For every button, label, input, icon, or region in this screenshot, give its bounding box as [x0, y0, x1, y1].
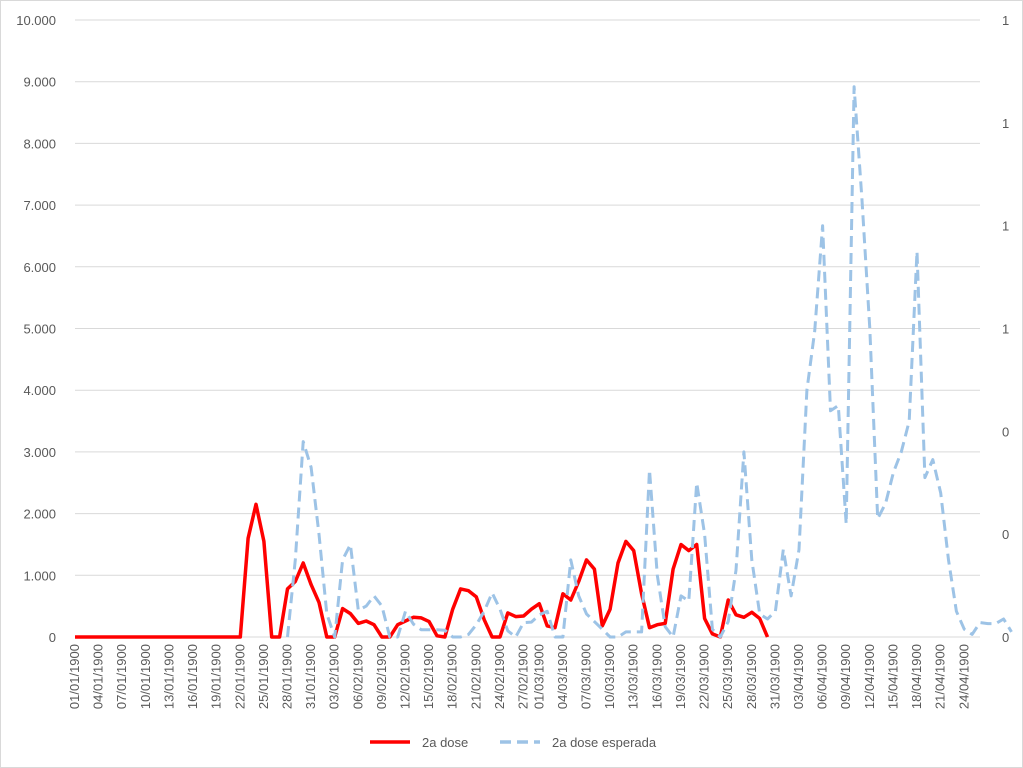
x-tick-label: 21/02/1900 [468, 644, 483, 709]
x-tick-label: 18/02/1900 [445, 644, 460, 709]
x-tick-label: 03/02/1900 [327, 644, 342, 709]
y-left-tick-label: 7.000 [23, 198, 56, 213]
y-left-tick-label: 9.000 [23, 75, 56, 90]
x-tick-label: 25/01/1900 [256, 644, 271, 709]
x-axis: 01/01/1900 04/01/1900 07/01/1900 10/01/1900… [67, 644, 971, 709]
y-right-tick-label: 1 [1002, 322, 1009, 337]
x-tick-label: 04/03/1900 [555, 644, 570, 709]
x-tick-label: 12/02/1900 [398, 644, 413, 709]
x-tick-label: 01/01/1900 [67, 644, 82, 709]
x-tick-label: 21/04/1900 [933, 644, 948, 709]
x-tick-label: 15/04/1900 [885, 644, 900, 709]
x-tick-label: 16/01/1900 [185, 644, 200, 709]
x-tick-label: 12/04/1900 [862, 644, 877, 709]
x-tick-label: 28/03/1900 [744, 644, 759, 709]
x-tick-label: 22/03/1900 [697, 644, 712, 709]
y-axis-left: 0 1.000 2.000 3.000 4.000 5.000 6.000 7.000 8.00… [16, 13, 56, 645]
y-right-tick-label: 0 [1002, 424, 1009, 439]
series-line-2 [286, 85, 1013, 639]
x-tick-label: 27/02/1900 [516, 644, 531, 709]
y-left-tick-label: 5.000 [23, 322, 56, 337]
x-tick-label: 13/01/1900 [161, 644, 176, 709]
x-tick-label: 31/03/1900 [767, 644, 782, 709]
x-tick-label: 04/01/1900 [91, 644, 106, 709]
series-layer [75, 85, 1013, 639]
series-line-1 [75, 502, 770, 639]
x-tick-label: 22/01/1900 [232, 644, 247, 709]
y-left-tick-label: 3.000 [23, 445, 56, 460]
y-axis-right: 0 0 0 1 1 1 1 [1002, 13, 1009, 645]
x-tick-label: 24/04/1900 [956, 644, 971, 709]
x-tick-label: 28/01/1900 [279, 644, 294, 709]
y-right-tick-label: 0 [1002, 527, 1009, 542]
y-right-tick-label: 1 [1002, 219, 1009, 234]
x-tick-label: 31/01/1900 [303, 644, 318, 709]
x-tick-label: 07/03/1900 [579, 644, 594, 709]
y-right-tick-label: 1 [1002, 13, 1009, 28]
gridlines [75, 19, 980, 638]
x-tick-label: 13/03/1900 [626, 644, 641, 709]
x-tick-label: 15/02/1900 [421, 644, 436, 709]
y-right-tick-label: 1 [1002, 116, 1009, 131]
x-tick-label: 24/02/1900 [492, 644, 507, 709]
legend-label-2: 2a dose esperada [552, 735, 657, 750]
y-left-tick-label: 0 [49, 630, 56, 645]
x-tick-label: 06/02/1900 [350, 644, 365, 709]
x-tick-label: 19/01/1900 [209, 644, 224, 709]
x-tick-label: 16/03/1900 [649, 644, 664, 709]
legend-label-1: 2a dose [422, 735, 468, 750]
x-tick-label: 10/03/1900 [602, 644, 617, 709]
x-tick-label: 01/03/1900 [531, 644, 546, 709]
y-left-tick-label: 8.000 [23, 136, 56, 151]
y-left-tick-label: 4.000 [23, 383, 56, 398]
x-tick-label: 09/02/1900 [374, 644, 389, 709]
x-tick-label: 25/03/1900 [720, 644, 735, 709]
x-tick-label: 06/04/1900 [815, 644, 830, 709]
y-left-tick-label: 6.000 [23, 260, 56, 275]
x-tick-label: 19/03/1900 [673, 644, 688, 709]
y-right-tick-label: 0 [1002, 630, 1009, 645]
x-tick-label: 03/04/1900 [791, 644, 806, 709]
y-left-tick-label: 1.000 [23, 568, 56, 583]
legend: 2a dose 2a dose esperada [370, 735, 657, 750]
x-tick-label: 07/01/1900 [114, 644, 129, 709]
x-tick-label: 10/01/1900 [138, 644, 153, 709]
x-tick-label: 18/04/1900 [909, 644, 924, 709]
y-left-tick-label: 10.000 [16, 13, 56, 28]
x-tick-label: 09/04/1900 [838, 644, 853, 709]
y-left-tick-label: 2.000 [23, 507, 56, 522]
